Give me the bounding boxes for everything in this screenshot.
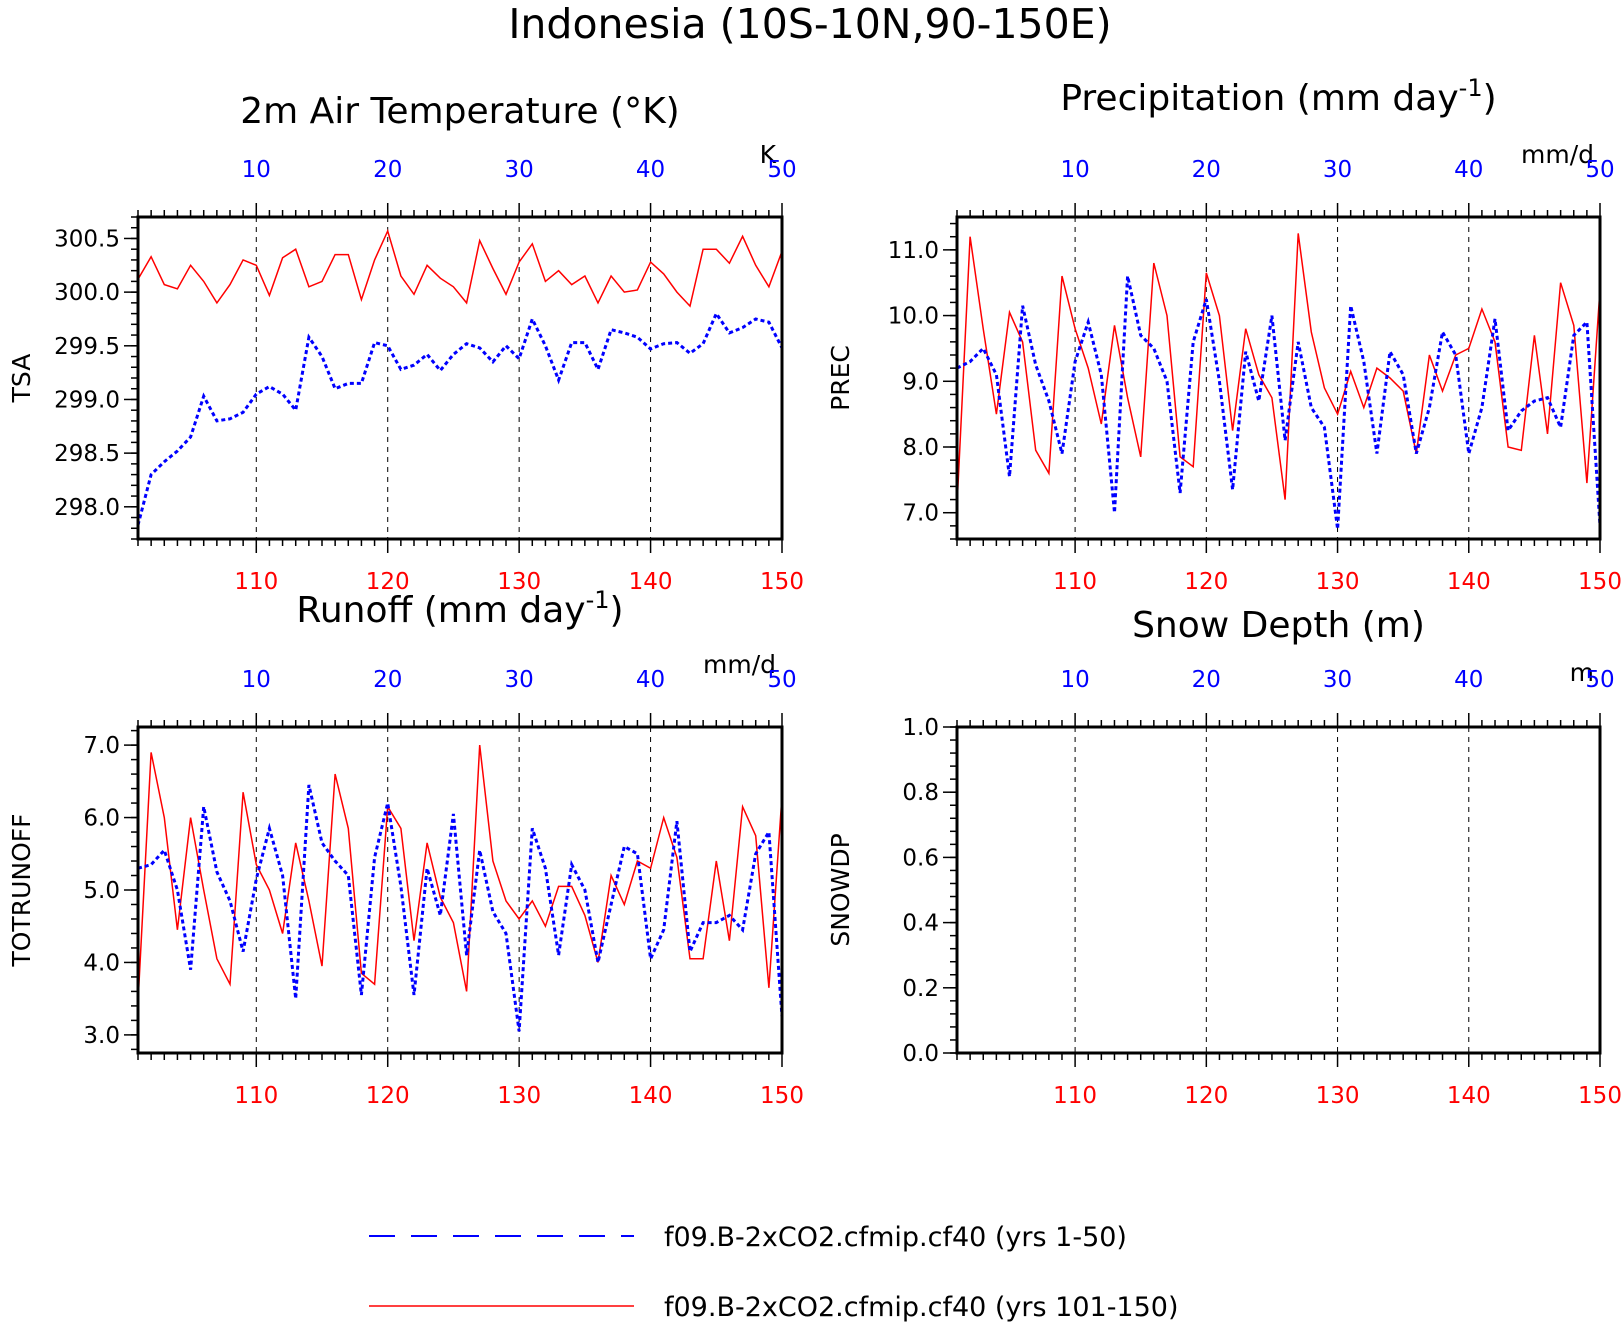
series-line-blue	[136, 310, 784, 526]
series-line-red	[137, 228, 783, 308]
x-tick-label-top: 50	[767, 667, 796, 693]
y-tick-label: 9.0	[902, 369, 939, 395]
x-tick-label-top: 30	[505, 667, 534, 693]
panel-title: Precipitation (mm day-1)	[1060, 74, 1496, 119]
x-tick-label-bottom: 150	[760, 569, 804, 595]
units-label: K	[760, 140, 777, 169]
x-tick-label-bottom: 110	[234, 1083, 278, 1109]
x-tick-label-bottom: 120	[366, 1083, 410, 1109]
y-tick-label: 6.0	[83, 806, 120, 832]
x-tick-label-top: 50	[1585, 667, 1614, 693]
plot-frame	[136, 215, 784, 541]
legend: f09.B-2xCO2.cfmip.cf40 (yrs 1-50) f09.B-…	[369, 1222, 1179, 1323]
x-tick-label-top: 20	[373, 157, 402, 183]
plot-frame	[955, 215, 1602, 541]
x-tick-label-top: 10	[1060, 667, 1089, 693]
y-tick-label: 7.0	[83, 733, 120, 759]
x-tick-label-bottom: 140	[629, 1083, 673, 1109]
x-tick-label-bottom: 130	[497, 1083, 541, 1109]
x-tick-label-top: 40	[1454, 667, 1483, 693]
panel-title: 2m Air Temperature (°K)	[240, 91, 679, 132]
plot-frame	[136, 725, 784, 1055]
x-tick-label-bottom: 150	[1578, 569, 1621, 595]
panel-title-end: )	[1483, 78, 1497, 119]
y-tick-label: 5.0	[83, 878, 120, 904]
y-axis-label: SNOWDP	[826, 833, 855, 946]
panel-3: Snow Depth (m) m SNOWDP 0.0 0.2 0.4 0.6 0.8 1.0 1…	[826, 605, 1621, 1109]
figure-title: Indonesia (10S-10N,90-150E)	[508, 0, 1111, 48]
x-tick-label-bottom: 130	[497, 569, 541, 595]
y-tick-label: 11.0	[888, 238, 939, 264]
x-tick-label-top: 30	[505, 157, 534, 183]
x-tick-label-top: 40	[636, 667, 665, 693]
panel-title-superscript: -1	[1459, 74, 1483, 102]
x-tick-label-top: 40	[1454, 157, 1483, 183]
panel-title-end: )	[610, 590, 624, 631]
units-label: mm/d	[703, 650, 776, 679]
panel-title: Snow Depth (m)	[1132, 605, 1425, 646]
x-tick-label-top: 20	[1192, 667, 1221, 693]
y-tick-label: 3.0	[83, 1023, 120, 1049]
units-label: m	[1570, 658, 1594, 687]
y-tick-label: 0.2	[902, 976, 939, 1002]
x-tick-label-top: 40	[636, 157, 665, 183]
x-tick-label-bottom: 150	[760, 1083, 804, 1109]
y-tick-label: 10.0	[888, 304, 939, 330]
series-line-red	[956, 233, 1601, 507]
x-tick-label-bottom: 140	[629, 569, 673, 595]
series-line-red	[137, 745, 783, 1003]
panel-title-superscript: -1	[586, 586, 610, 614]
x-tick-label-bottom: 120	[1184, 1083, 1228, 1109]
x-tick-label-bottom: 150	[1578, 1083, 1621, 1109]
y-tick-label: 8.0	[902, 435, 939, 461]
panel-2: Runoff (mm day-1) mm/d TOTRUNOFF 3.0 4.0 5.0 6…	[7, 586, 804, 1109]
x-tick-label-bottom: 110	[1053, 569, 1097, 595]
x-tick-label-top: 10	[242, 157, 271, 183]
y-tick-label: 1.0	[902, 715, 939, 741]
x-tick-label-top: 30	[1323, 157, 1352, 183]
legend-label-yrs-101-150: f09.B-2xCO2.cfmip.cf40 (yrs 101-150)	[664, 1292, 1179, 1323]
x-tick-label-bottom: 130	[1316, 569, 1360, 595]
y-tick-label: 0.8	[902, 780, 939, 806]
y-tick-label: 298.5	[54, 441, 120, 467]
x-tick-label-bottom: 110	[234, 569, 278, 595]
units-label: mm/d	[1521, 140, 1594, 169]
x-tick-label-top: 50	[1585, 157, 1614, 183]
x-tick-label-top: 20	[1192, 157, 1221, 183]
panel-title: Runoff (mm day-1)	[296, 586, 623, 631]
x-tick-label-top: 30	[1323, 667, 1352, 693]
x-tick-label-bottom: 110	[1053, 1083, 1097, 1109]
x-tick-label-bottom: 140	[1447, 569, 1491, 595]
x-tick-label-bottom: 130	[1316, 1083, 1360, 1109]
series-line-blue	[956, 275, 1602, 530]
y-tick-label: 300.0	[54, 280, 120, 306]
series-line-blue	[137, 784, 784, 1032]
y-axis-label: TOTRUNOFF	[7, 813, 36, 967]
panels: 2m Air Temperature (°K) K TSA 298.0 298.5 299…	[7, 74, 1621, 1109]
y-tick-label: 4.0	[83, 950, 120, 976]
y-tick-label: 7.0	[902, 501, 939, 527]
panel-1: Precipitation (mm day-1) mm/d PREC 7.0 8.0 9.…	[826, 74, 1621, 595]
x-tick-label-bottom: 120	[1184, 569, 1228, 595]
panel-0: 2m Air Temperature (°K) K TSA 298.0 298.5 299…	[7, 91, 804, 595]
x-tick-label-top: 50	[767, 157, 796, 183]
x-tick-label-top: 10	[1060, 157, 1089, 183]
y-tick-label: 298.0	[54, 495, 120, 521]
y-tick-label: 0.4	[902, 911, 939, 937]
y-tick-label: 300.5	[54, 226, 120, 252]
x-tick-label-top: 10	[242, 667, 271, 693]
legend-label-yrs-1-50: f09.B-2xCO2.cfmip.cf40 (yrs 1-50)	[664, 1222, 1127, 1253]
y-axis-label: PREC	[826, 345, 855, 411]
x-tick-label-top: 20	[373, 667, 402, 693]
y-tick-label: 299.0	[54, 387, 120, 413]
y-axis-label: TSA	[7, 354, 36, 404]
x-tick-label-bottom: 140	[1447, 1083, 1491, 1109]
y-tick-label: 299.5	[54, 334, 120, 360]
y-tick-label: 0.6	[902, 845, 939, 871]
y-tick-label: 0.0	[902, 1041, 939, 1067]
x-tick-label-bottom: 120	[366, 569, 410, 595]
plot-frame	[955, 725, 1602, 1055]
